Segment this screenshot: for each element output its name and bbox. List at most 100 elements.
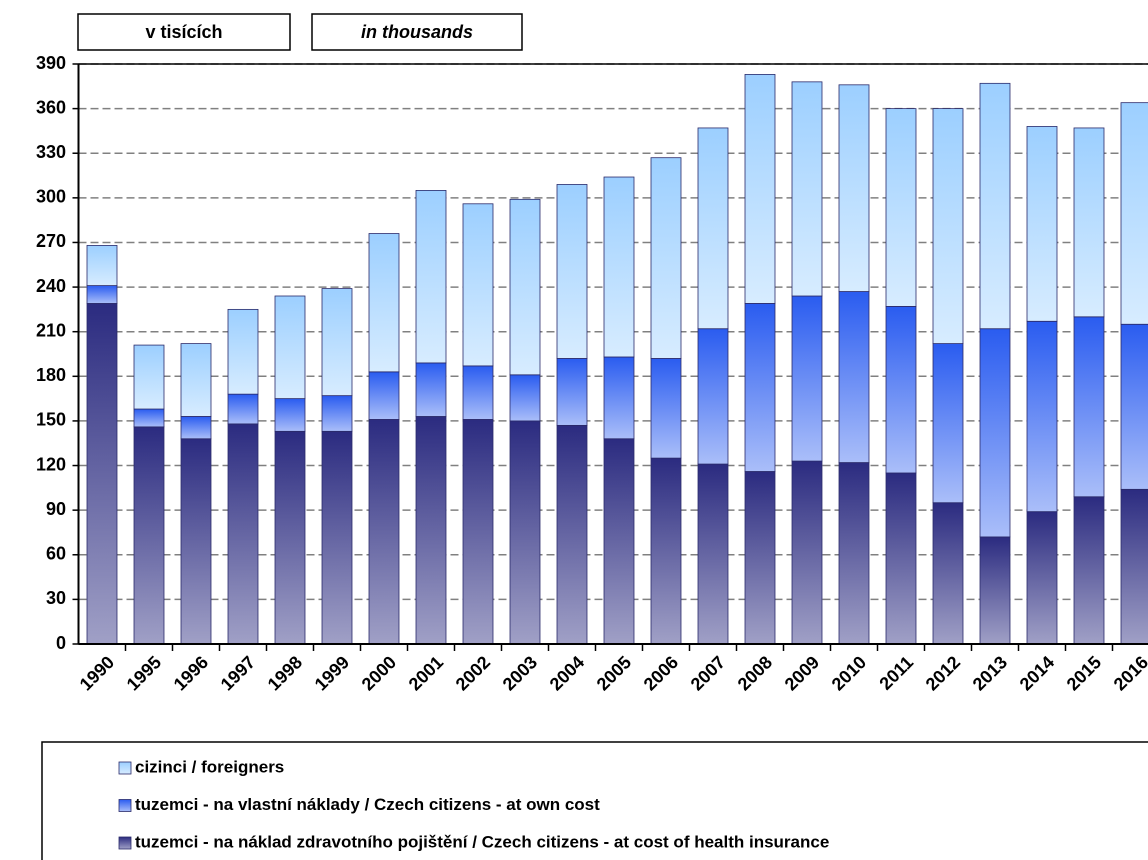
x-tick-label: 1995 (123, 652, 165, 694)
x-tick-label: 2016 (1110, 652, 1148, 694)
bar-segment (509, 198, 541, 376)
legend-swatch (118, 836, 132, 850)
bar-segment (415, 416, 447, 645)
bar-segment (885, 306, 917, 474)
bar-segment (462, 365, 494, 420)
y-tick-label: 180 (36, 365, 66, 385)
bar-segment (932, 502, 964, 645)
bar-segment (180, 438, 212, 645)
unit-box (77, 13, 291, 51)
bar-segment (603, 356, 635, 440)
bar-segment (744, 471, 776, 645)
bar-segment (415, 362, 447, 417)
bar-segment (603, 438, 635, 645)
bar-segment (227, 423, 259, 645)
x-tick-label: 1996 (170, 652, 212, 694)
bar-segment (415, 190, 447, 364)
bar-segment (509, 374, 541, 422)
bar-segment (368, 419, 400, 645)
bar-segment (556, 358, 588, 426)
x-tick-label: 2006 (640, 652, 682, 694)
x-tick-label: 1990 (76, 652, 118, 694)
y-tick-label: 120 (36, 454, 66, 474)
legend-swatch (118, 799, 132, 812)
bar-segment (321, 395, 353, 432)
bar-segment (791, 81, 823, 297)
bar-segment (462, 419, 494, 645)
x-tick-label: 2010 (828, 652, 870, 694)
x-tick-label: 2014 (1016, 652, 1058, 694)
bar-segment (509, 420, 541, 645)
bar-segment (1120, 488, 1148, 645)
bar-segment (838, 84, 870, 292)
bar-segment (180, 416, 212, 440)
bar-segment (1026, 511, 1058, 645)
bar-segment (321, 288, 353, 397)
bar-segment (791, 460, 823, 645)
unit-en: in thousands (361, 22, 473, 42)
bar-segment (932, 343, 964, 504)
bar-segment (744, 74, 776, 304)
bar-segment (133, 426, 165, 645)
legend-label: tuzemci - na vlastní náklady / Czech cit… (135, 795, 600, 814)
x-tick-label: 2007 (687, 652, 729, 694)
bar-segment (86, 285, 118, 304)
bar-segment (697, 127, 729, 330)
y-tick-label: 60 (46, 544, 66, 564)
x-tick-label: 2011 (875, 652, 917, 694)
bar-segment (885, 472, 917, 645)
bar-segment (791, 295, 823, 462)
x-tick-label: 2013 (969, 652, 1011, 694)
bar-segment (274, 295, 306, 400)
y-tick-label: 30 (46, 588, 66, 608)
legend-box (41, 741, 1148, 860)
bar-segment (227, 308, 259, 395)
bar-segment (650, 358, 682, 459)
bar-segment (1026, 126, 1058, 322)
bar-segment (932, 108, 964, 344)
bar-segment (1120, 102, 1148, 325)
bar-segment (180, 343, 212, 417)
x-tick-label: 1998 (264, 652, 306, 694)
y-tick-label: 360 (36, 97, 66, 117)
bar-segment (885, 108, 917, 307)
legend-label: cizinci / foreigners (135, 757, 284, 776)
bar-segment (650, 157, 682, 359)
unit-cz: v tisících (145, 22, 222, 42)
bar-segment (227, 393, 259, 425)
bar-segment (462, 203, 494, 367)
bar-segment (133, 344, 165, 410)
x-tick-label: 1999 (311, 652, 353, 694)
y-tick-label: 210 (36, 320, 66, 340)
bar-segment (368, 371, 400, 420)
bar-segment (979, 82, 1011, 330)
bar-segment (274, 430, 306, 645)
y-tick-label: 90 (46, 499, 66, 519)
bar-segment (1073, 496, 1105, 645)
x-tick-label: 2004 (546, 652, 588, 694)
bar-segment (1026, 320, 1058, 513)
unit-box (311, 13, 523, 51)
y-tick-label: 300 (36, 187, 66, 207)
bar-segment (1073, 127, 1105, 318)
bar-segment (133, 408, 165, 428)
bar-segment (603, 176, 635, 358)
bar-segment (1073, 316, 1105, 498)
y-tick-label: 330 (36, 142, 66, 162)
bar-segment (979, 328, 1011, 538)
x-tick-label: 2001 (405, 652, 447, 694)
legend-swatch (118, 761, 132, 775)
bar-segment (697, 328, 729, 465)
bar-segment (86, 303, 118, 645)
x-tick-label: 2003 (499, 652, 541, 694)
y-tick-label: 390 (36, 53, 66, 73)
bar-segment (1120, 323, 1148, 490)
bar-segment (744, 303, 776, 472)
bar-segment (321, 430, 353, 645)
y-tick-label: 0 (56, 633, 66, 653)
y-tick-label: 240 (36, 276, 66, 296)
bar-segment (556, 184, 588, 359)
bar-segment (368, 233, 400, 373)
x-tick-label: 2008 (734, 652, 776, 694)
